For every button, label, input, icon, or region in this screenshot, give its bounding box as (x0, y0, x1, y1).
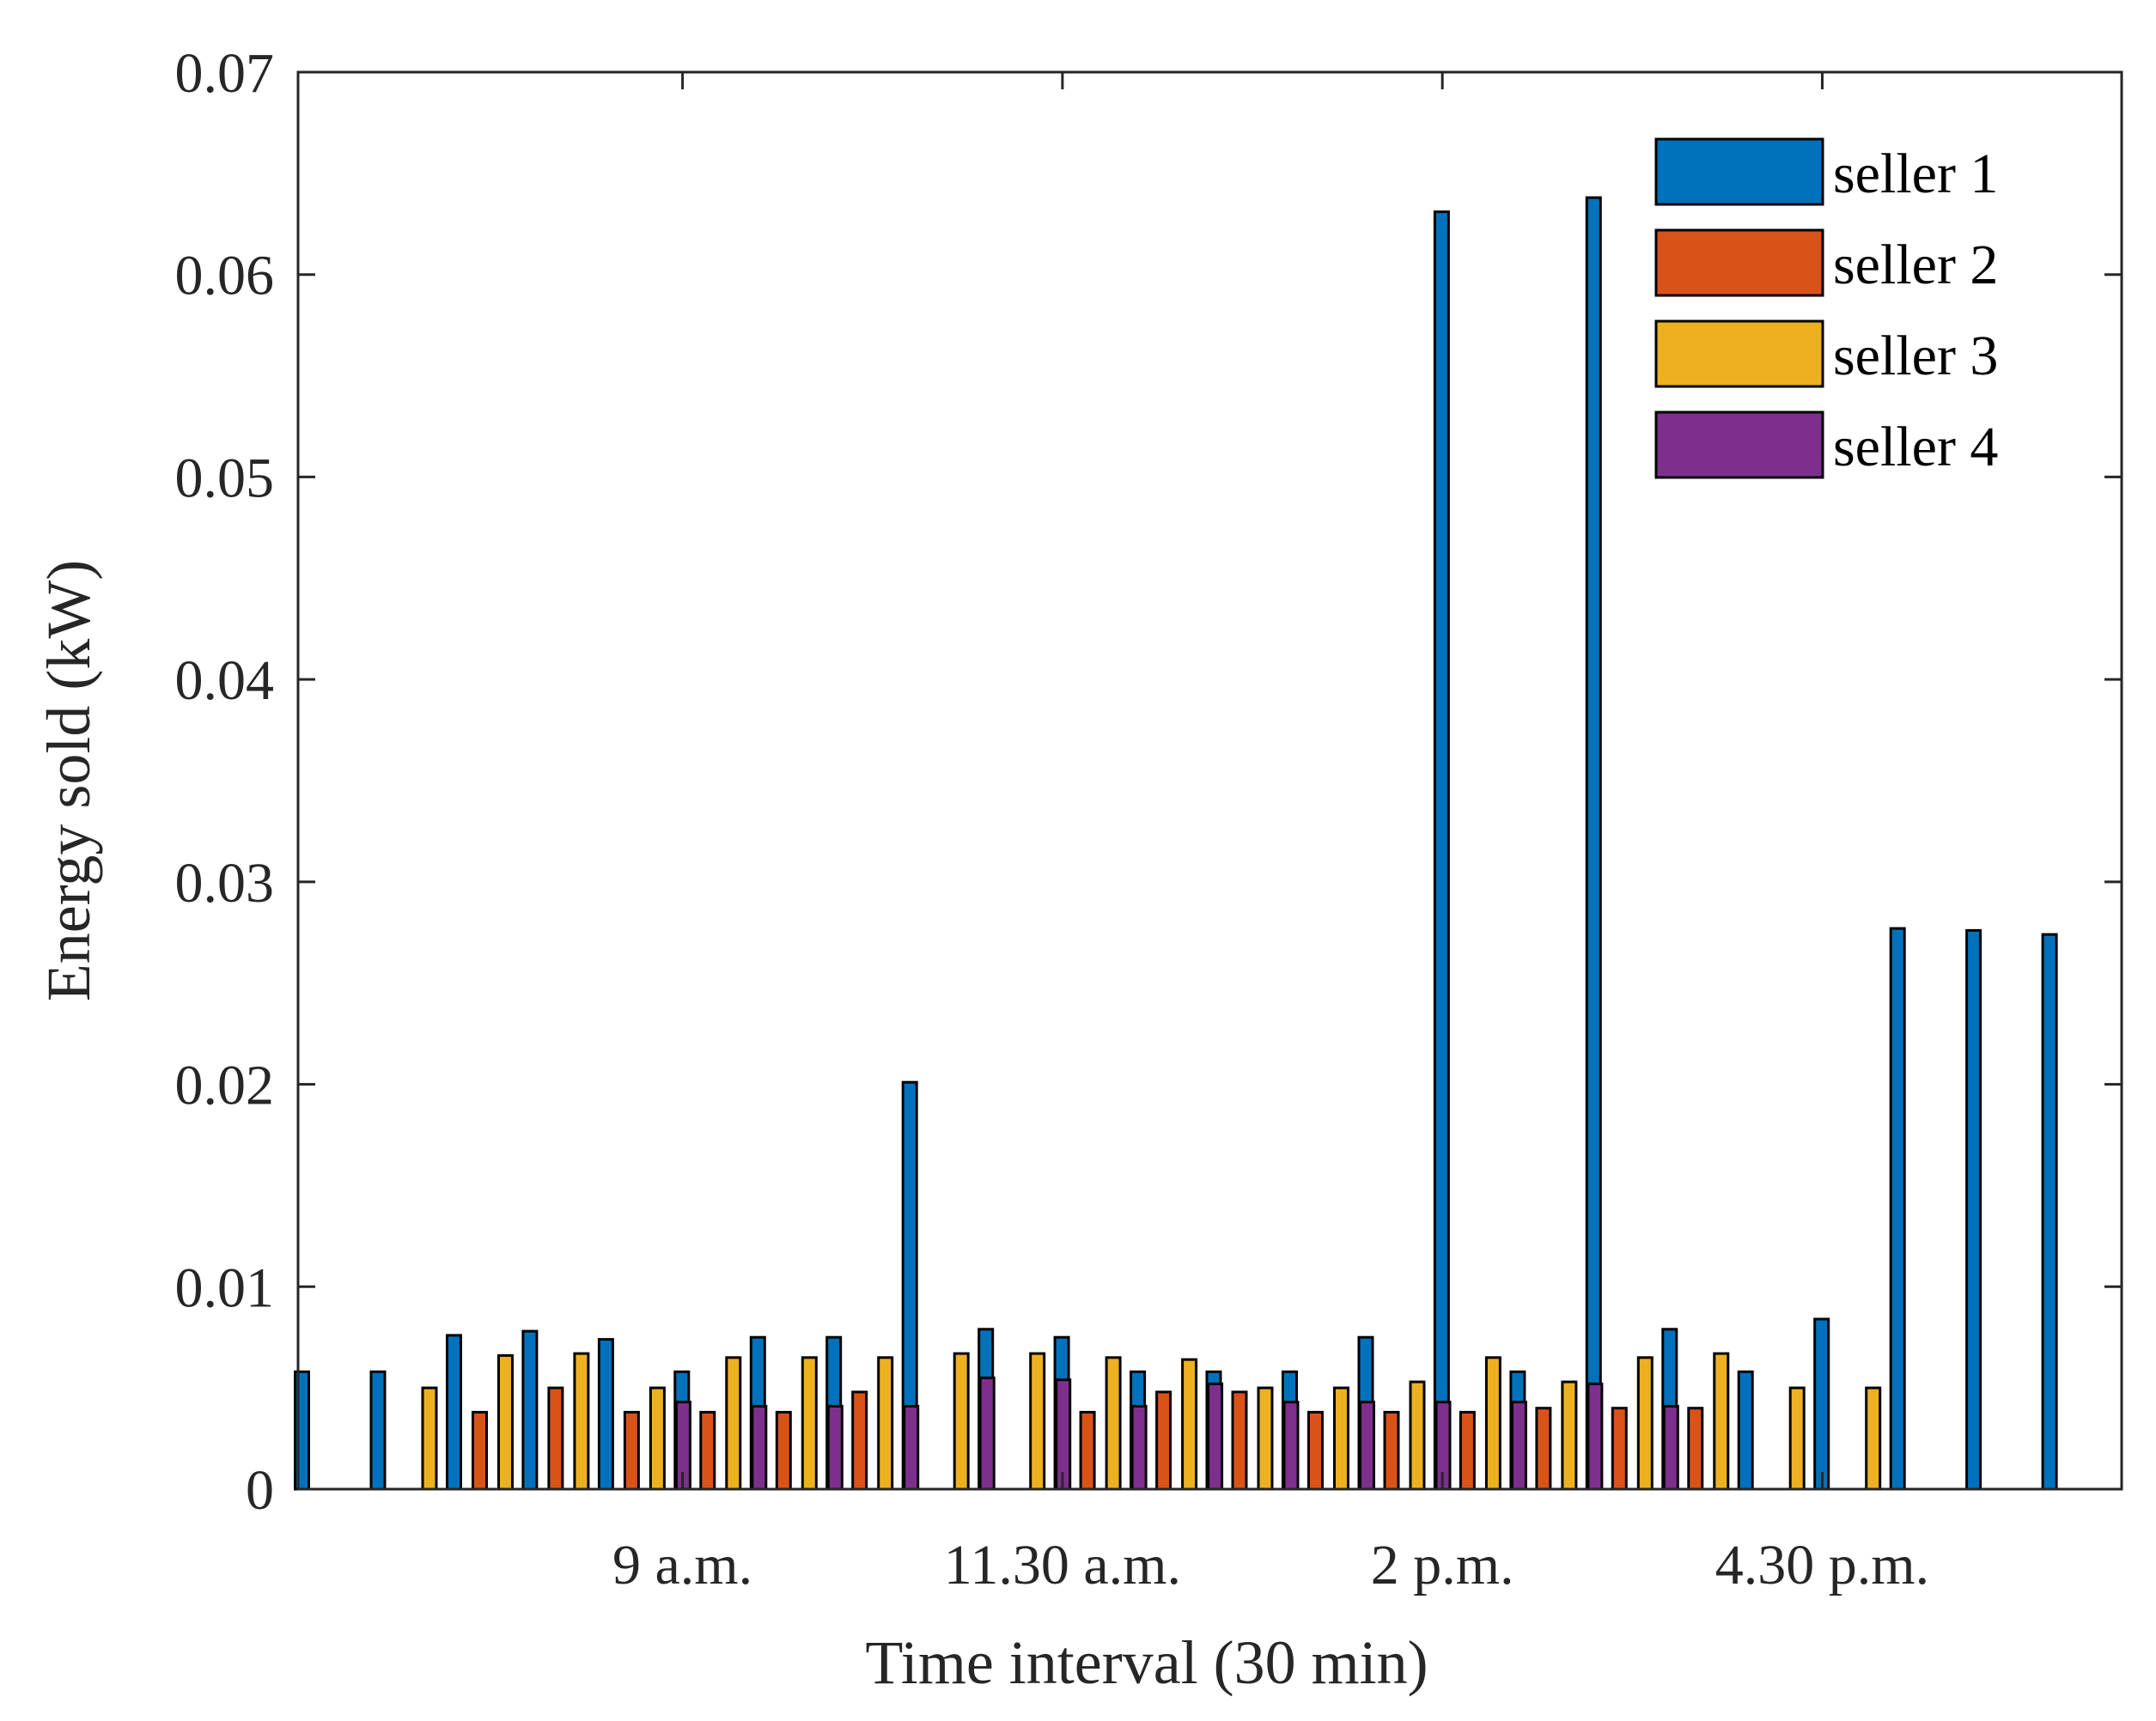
bar-seller-4-interval-7 (826, 1404, 844, 1491)
bar-seller-2-interval-12 (1155, 1390, 1172, 1491)
x-tick-label: 9 a.m. (612, 1534, 752, 1596)
bar-seller-2-interval-6 (699, 1410, 716, 1491)
y-tick-label: 0.02 (175, 1055, 275, 1117)
x-tick-label: 2 p.m. (1371, 1534, 1514, 1596)
bar-seller-4-interval-9 (978, 1376, 996, 1491)
bar-seller-2-interval-15 (1383, 1410, 1400, 1491)
bar-seller-2-interval-8 (851, 1390, 868, 1491)
legend-label-seller-4: seller 4 (1833, 416, 1998, 478)
bar-seller-2-interval-7 (775, 1410, 792, 1491)
legend-swatch-seller-4 (1654, 410, 1824, 479)
y-tick-label: 0.04 (175, 649, 275, 712)
bar-seller-4-interval-6 (751, 1404, 768, 1491)
bar-seller-3-interval-16 (1484, 1356, 1501, 1491)
bar-seller-1-interval-18 (1585, 196, 1602, 1491)
bar-seller-4-interval-14 (1359, 1401, 1375, 1491)
legend-swatch-seller-1 (1654, 137, 1824, 206)
bar-seller-2-interval-14 (1307, 1410, 1324, 1491)
bar-seller-3-interval-6 (725, 1356, 742, 1491)
bar-seller-4-interval-8 (903, 1404, 920, 1491)
bar-seller-4-interval-16 (1510, 1401, 1527, 1491)
bar-seller-3-interval-13 (1257, 1386, 1274, 1491)
bar-seller-4-interval-17 (1587, 1382, 1604, 1491)
x-tick-label: 4.30 p.m. (1715, 1534, 1929, 1596)
bar-seller-1-interval-5 (597, 1338, 614, 1491)
bar-seller-3-interval-19 (1713, 1352, 1730, 1491)
legend-swatch-seller-2 (1654, 228, 1824, 297)
legend-label-seller-2: seller 2 (1833, 234, 1998, 296)
y-tick-label: 0.01 (175, 1256, 275, 1319)
bar-seller-2-interval-4 (547, 1386, 564, 1491)
bar-seller-2-interval-3 (472, 1410, 488, 1491)
bar-seller-2-interval-16 (1459, 1410, 1476, 1491)
bar-seller-3-interval-18 (1636, 1356, 1654, 1491)
bar-seller-1-interval-3 (446, 1334, 462, 1491)
bar-seller-3-interval-8 (877, 1356, 894, 1491)
bar-seller-2-interval-17 (1535, 1407, 1552, 1491)
plot-area (298, 72, 2122, 1489)
bar-seller-3-interval-12 (1181, 1358, 1198, 1491)
bar-seller-1-interval-20 (1737, 1370, 1754, 1491)
bar-seller-3-interval-14 (1333, 1386, 1349, 1491)
y-tick-label: 0.07 (175, 42, 275, 105)
bar-seller-3-interval-2 (421, 1386, 438, 1491)
bar-seller-3-interval-3 (497, 1353, 514, 1491)
bar-seller-3-interval-5 (649, 1386, 666, 1491)
bar-seller-4-interval-11 (1130, 1404, 1148, 1491)
bar-seller-2-interval-5 (623, 1410, 640, 1491)
bar-seller-1-interval-22 (1889, 927, 1906, 1491)
bar-seller-2-interval-19 (1687, 1407, 1704, 1491)
bar-seller-4-interval-18 (1662, 1404, 1679, 1491)
x-tick-labels: 9 a.m. 11.30 a.m. 2 p.m. 4.30 p.m. (612, 1534, 1929, 1596)
bar-seller-3-interval-9 (953, 1352, 970, 1491)
axes-box (296, 70, 2123, 1491)
bar-seller-2-interval-11 (1079, 1410, 1096, 1491)
bar-seller-1-interval-4 (521, 1329, 539, 1491)
bar-seller-3-interval-11 (1105, 1356, 1122, 1491)
bar-seller-3-interval-7 (801, 1356, 818, 1491)
legend-label-seller-1: seller 1 (1833, 143, 1998, 205)
bar-seller-2-interval-13 (1231, 1390, 1248, 1491)
bar-seller-3-interval-20 (1788, 1386, 1806, 1491)
x-tick-label: 11.30 a.m. (944, 1534, 1181, 1596)
x-axis-title: Time interval (30 min) (865, 1628, 1428, 1697)
bar-seller-1-interval-16 (1433, 210, 1450, 1491)
legend-swatch-seller-3 (1654, 319, 1824, 388)
bar-seller-3-interval-17 (1561, 1380, 1578, 1491)
y-tick-label: 0.06 (175, 245, 275, 307)
y-axis-title: Energy sold (kW) (34, 560, 103, 1002)
bar-seller-3-interval-15 (1409, 1380, 1426, 1491)
bar-seller-4-interval-12 (1207, 1382, 1224, 1491)
y-tick-label: 0.05 (175, 447, 275, 509)
bar-seller-3-interval-4 (573, 1352, 590, 1491)
y-tick-label: 0.03 (175, 852, 275, 915)
bar-seller-2-interval-18 (1611, 1407, 1628, 1491)
bar-seller-1-interval-24 (2041, 933, 2058, 1491)
bar-seller-3-interval-10 (1029, 1352, 1046, 1491)
legend-label-seller-3: seller 3 (1833, 325, 1998, 387)
bar-seller-3-interval-21 (1865, 1386, 1882, 1491)
legend: seller 1 seller 2 seller 3 seller 4 (1654, 137, 1998, 479)
bar-seller-1-interval-21 (1813, 1317, 1830, 1491)
y-tick-label: 0 (246, 1459, 274, 1522)
bar-seller-1-interval-23 (1965, 928, 1982, 1491)
bar-seller-1-interval-2 (369, 1370, 387, 1491)
y-tick-labels: 0 0.01 0.02 0.03 0.04 0.05 0.06 0.07 (175, 42, 275, 1522)
bar-seller-4-interval-13 (1282, 1401, 1300, 1491)
